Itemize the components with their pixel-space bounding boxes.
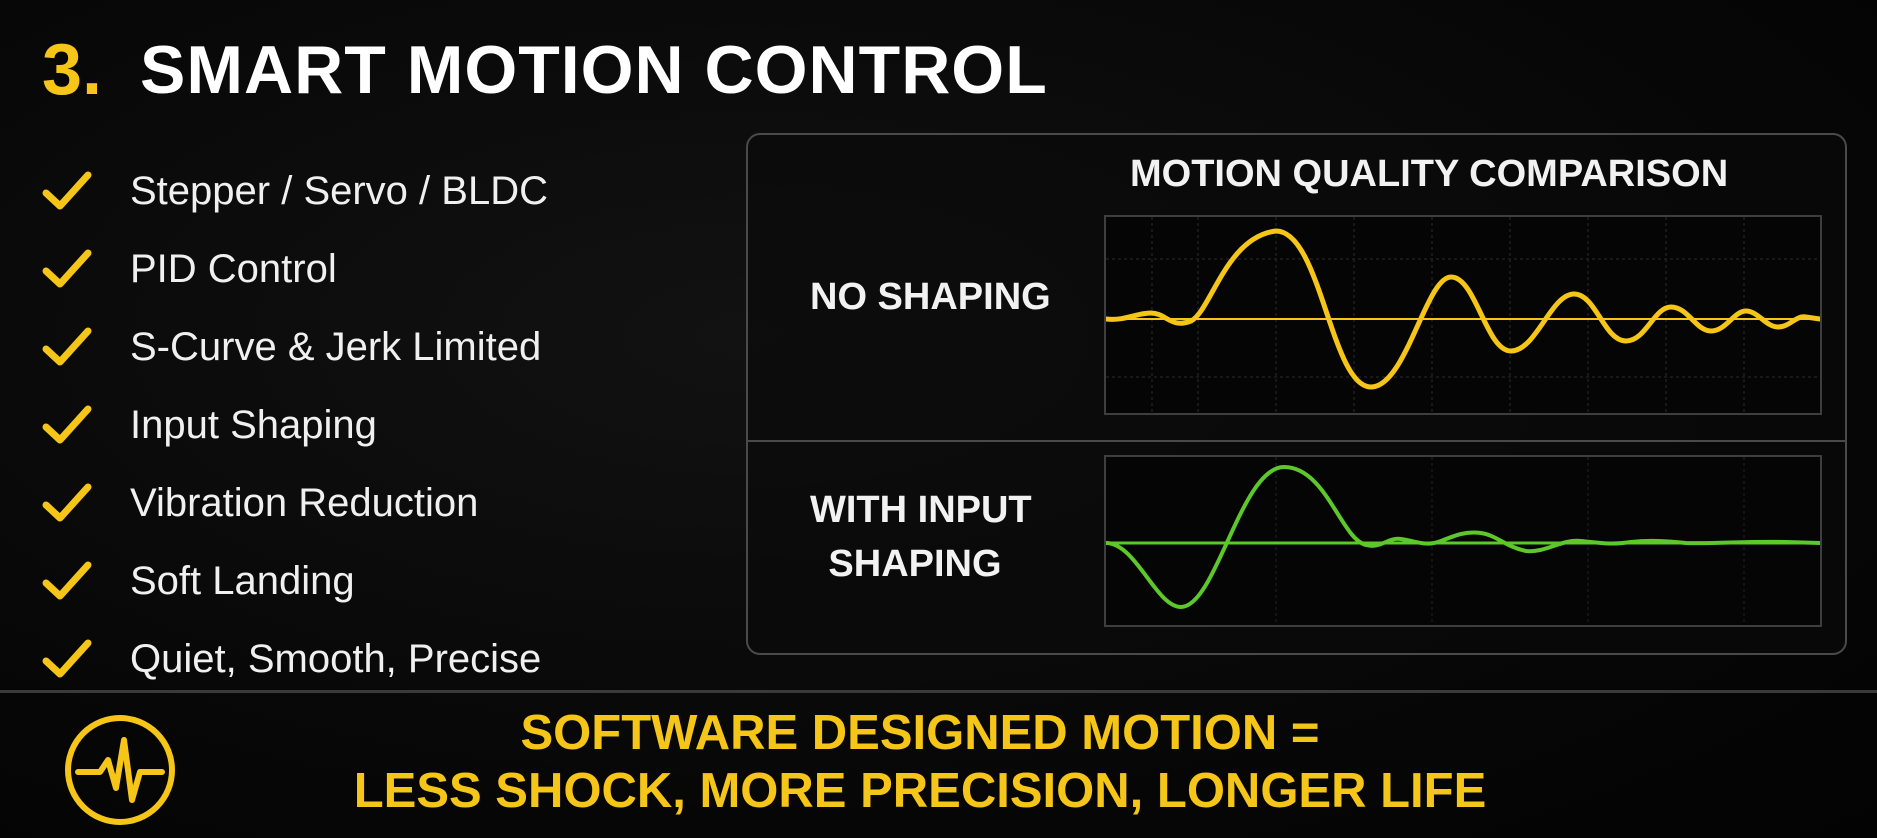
check-icon [42,481,92,525]
heartbeat-pulse-icon [62,712,178,828]
with-shaping-label-line2: SHAPING [828,543,1002,585]
feature-item: PID Control [42,230,548,308]
feature-item: Input Shaping [42,386,548,464]
section-number: 3. [42,30,103,110]
tagline: SOFTWARE DESIGNED MOTION = LESS SHOCK, M… [260,704,1580,820]
with-shaping-label-line1: WITH INPUT [810,489,1032,531]
check-icon [42,325,92,369]
feature-item: Vibration Reduction [42,464,548,542]
feature-label: Quiet, Smooth, Precise [130,636,542,681]
check-icon [42,169,92,213]
no-shaping-plot [1104,215,1822,415]
feature-item: S-Curve & Jerk Limited [42,308,548,386]
with-shaping-waveform [1106,457,1820,625]
feature-label: Stepper / Servo / BLDC [130,168,548,213]
tagline-line1: SOFTWARE DESIGNED MOTION = [520,706,1320,760]
no-shaping-waveform [1106,217,1820,413]
comparison-title: MOTION QUALITY COMPARISON [1130,152,1729,195]
feature-item: Quiet, Smooth, Precise [42,620,548,698]
tagline-line2: LESS SHOCK, MORE PRECISION, LONGER LIFE [353,764,1487,818]
page-title: SMART MOTION CONTROL [140,32,1048,108]
panel-divider [748,440,1845,442]
footer-divider [0,690,1877,693]
feature-label: PID Control [130,246,337,291]
feature-label: Soft Landing [130,558,355,603]
page-header: 3. SMART MOTION CONTROL [42,22,1048,118]
feature-label: Vibration Reduction [130,480,479,525]
check-icon [42,637,92,681]
no-shaping-label: NO SHAPING [810,276,1051,318]
check-icon [42,247,92,291]
with-shaping-label: WITH INPUT SHAPING [810,483,1032,591]
check-icon [42,559,92,603]
with-shaping-plot [1104,455,1822,627]
check-icon [42,403,92,447]
feature-label: Input Shaping [130,402,377,447]
feature-item: Soft Landing [42,542,548,620]
feature-label: S-Curve & Jerk Limited [130,324,542,369]
feature-item: Stepper / Servo / BLDC [42,152,548,230]
feature-list: Stepper / Servo / BLDC PID Control S-Cur… [42,152,548,698]
